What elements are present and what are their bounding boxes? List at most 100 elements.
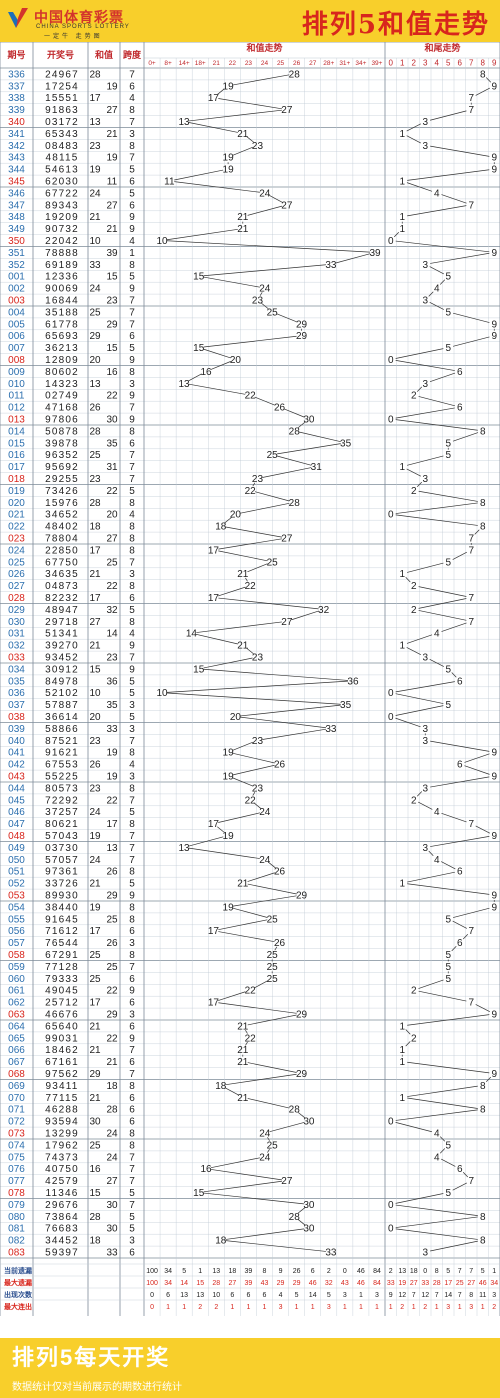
sum-value: 18 <box>89 522 101 533</box>
sum-trend-point: 18 <box>215 1236 227 1247</box>
tail-trend-point: 5 <box>445 307 451 318</box>
tail-trend-point: 3 <box>422 724 428 735</box>
sum-trend-line <box>224 1087 239 1096</box>
tail-trend-line <box>439 279 446 285</box>
tail-trend-line <box>395 348 444 359</box>
sum-trend-point: 29 <box>296 891 308 902</box>
span-value: 3 <box>129 938 135 949</box>
draw-number: 48115 <box>45 153 78 164</box>
tail-trend-point: 9 <box>491 772 497 783</box>
span-value: 7 <box>129 736 135 747</box>
draw-number: 58866 <box>45 724 79 735</box>
draw-number: 62030 <box>45 177 79 188</box>
tail-trend-point: 5 <box>445 950 451 961</box>
span-value: 6 <box>129 177 135 188</box>
tail-trend-line <box>395 1109 478 1121</box>
sum-value: 13 <box>89 379 101 390</box>
stats-sum-value: 5 <box>182 1268 186 1275</box>
tail-trend-point: 6 <box>457 760 463 771</box>
period-number: 031 <box>8 629 25 640</box>
period-number: 352 <box>8 260 25 271</box>
span-value: 7 <box>129 153 135 164</box>
span-value: 9 <box>129 355 135 366</box>
sum-trend-line <box>188 109 282 122</box>
sum-trend-line <box>232 74 290 86</box>
tail-trend-line <box>407 1085 478 1097</box>
tail-trend-point: 9 <box>491 891 497 902</box>
draw-number: 74373 <box>45 1152 79 1163</box>
period-number: 042 <box>8 760 25 771</box>
tail-trend-point: 2 <box>411 1033 417 1044</box>
sum-trend-point: 15 <box>193 272 205 283</box>
tail-trend-line <box>453 336 490 347</box>
sum-trend-line <box>240 502 290 514</box>
tail-trend-point: 7 <box>468 200 474 211</box>
sum-value: 19 <box>106 772 118 783</box>
tail-trend-point: 3 <box>422 260 428 271</box>
tail-trend-line <box>451 945 457 952</box>
stats-sum-value: 15 <box>196 1280 204 1287</box>
stats-sum-value: 3 <box>343 1292 347 1299</box>
tail-trend-line <box>418 610 467 621</box>
stats-tail-value: 14 <box>444 1292 452 1299</box>
sum-trend-line <box>218 597 319 610</box>
stats-tail-value: 8 <box>435 1268 439 1275</box>
span-value: 8 <box>129 950 135 961</box>
tail-trend-point: 3 <box>422 474 428 485</box>
draw-number: 48402 <box>45 522 79 533</box>
stats-tail-value: 34 <box>490 1280 498 1287</box>
period-number: 007 <box>8 343 25 354</box>
draw-number: 15551 <box>45 93 79 104</box>
tail-trend-line <box>430 740 490 752</box>
sum-value: 28 <box>89 498 101 509</box>
sum-trend-point: 25 <box>267 914 279 925</box>
draw-number: 79333 <box>45 974 79 985</box>
span-value: 5 <box>129 688 135 699</box>
period-number: 341 <box>8 129 25 140</box>
sum-value: 23 <box>89 141 101 152</box>
stats-sum-value: 1 <box>166 1304 170 1311</box>
sum-value: 29 <box>89 331 101 342</box>
sum-trend-point: 32 <box>318 605 330 616</box>
sum-trend-line <box>254 980 268 989</box>
sum-value: 30 <box>106 415 118 426</box>
tail-trend-line <box>393 231 400 238</box>
sum-value: 26 <box>106 938 118 949</box>
sum-trend-point: 23 <box>252 141 264 152</box>
stats-tail-value: 33 <box>421 1280 429 1287</box>
tail-trend-line <box>395 1216 478 1228</box>
stats-sum-value: 6 <box>230 1292 234 1299</box>
span-value: 8 <box>129 534 135 545</box>
period-number: 059 <box>8 962 25 973</box>
period-number: 066 <box>8 1045 25 1056</box>
stats-tail-value: 1 <box>435 1304 439 1311</box>
draw-number: 59397 <box>45 1248 79 1259</box>
period-number: 028 <box>8 593 25 604</box>
sum-value: 24 <box>106 1129 118 1140</box>
tail-trend-line <box>395 1204 478 1217</box>
tail-trend-line <box>441 1158 456 1167</box>
stats-tail-value: 12 <box>421 1292 429 1299</box>
period-number: 348 <box>8 212 25 223</box>
sum-trend-line <box>218 550 268 562</box>
tail-trend-point: 6 <box>457 367 463 378</box>
period-number: 022 <box>8 522 25 533</box>
tail-trend-point: 3 <box>422 379 428 390</box>
stats-sum-value: 1 <box>198 1268 202 1275</box>
sum-trend-point: 10 <box>156 688 168 699</box>
tail-trend-point: 2 <box>411 581 417 592</box>
draw-number: 15976 <box>45 498 79 509</box>
sum-trend-line <box>252 791 256 796</box>
tail-trend-line <box>395 407 455 419</box>
sum-value: 25 <box>89 974 101 985</box>
span-value: 3 <box>129 569 135 580</box>
stats-sum-value: 1 <box>359 1304 363 1311</box>
period-number: 069 <box>8 1081 25 1092</box>
sum-trend-point: 17 <box>208 593 220 604</box>
sum-value: 27 <box>106 1176 118 1187</box>
tail-bucket-label: 3 <box>423 59 428 68</box>
sum-value: 27 <box>106 534 118 545</box>
sum-trend-point: 20 <box>230 355 242 366</box>
span-value: 8 <box>129 141 135 152</box>
period-number: 008 <box>8 355 25 366</box>
